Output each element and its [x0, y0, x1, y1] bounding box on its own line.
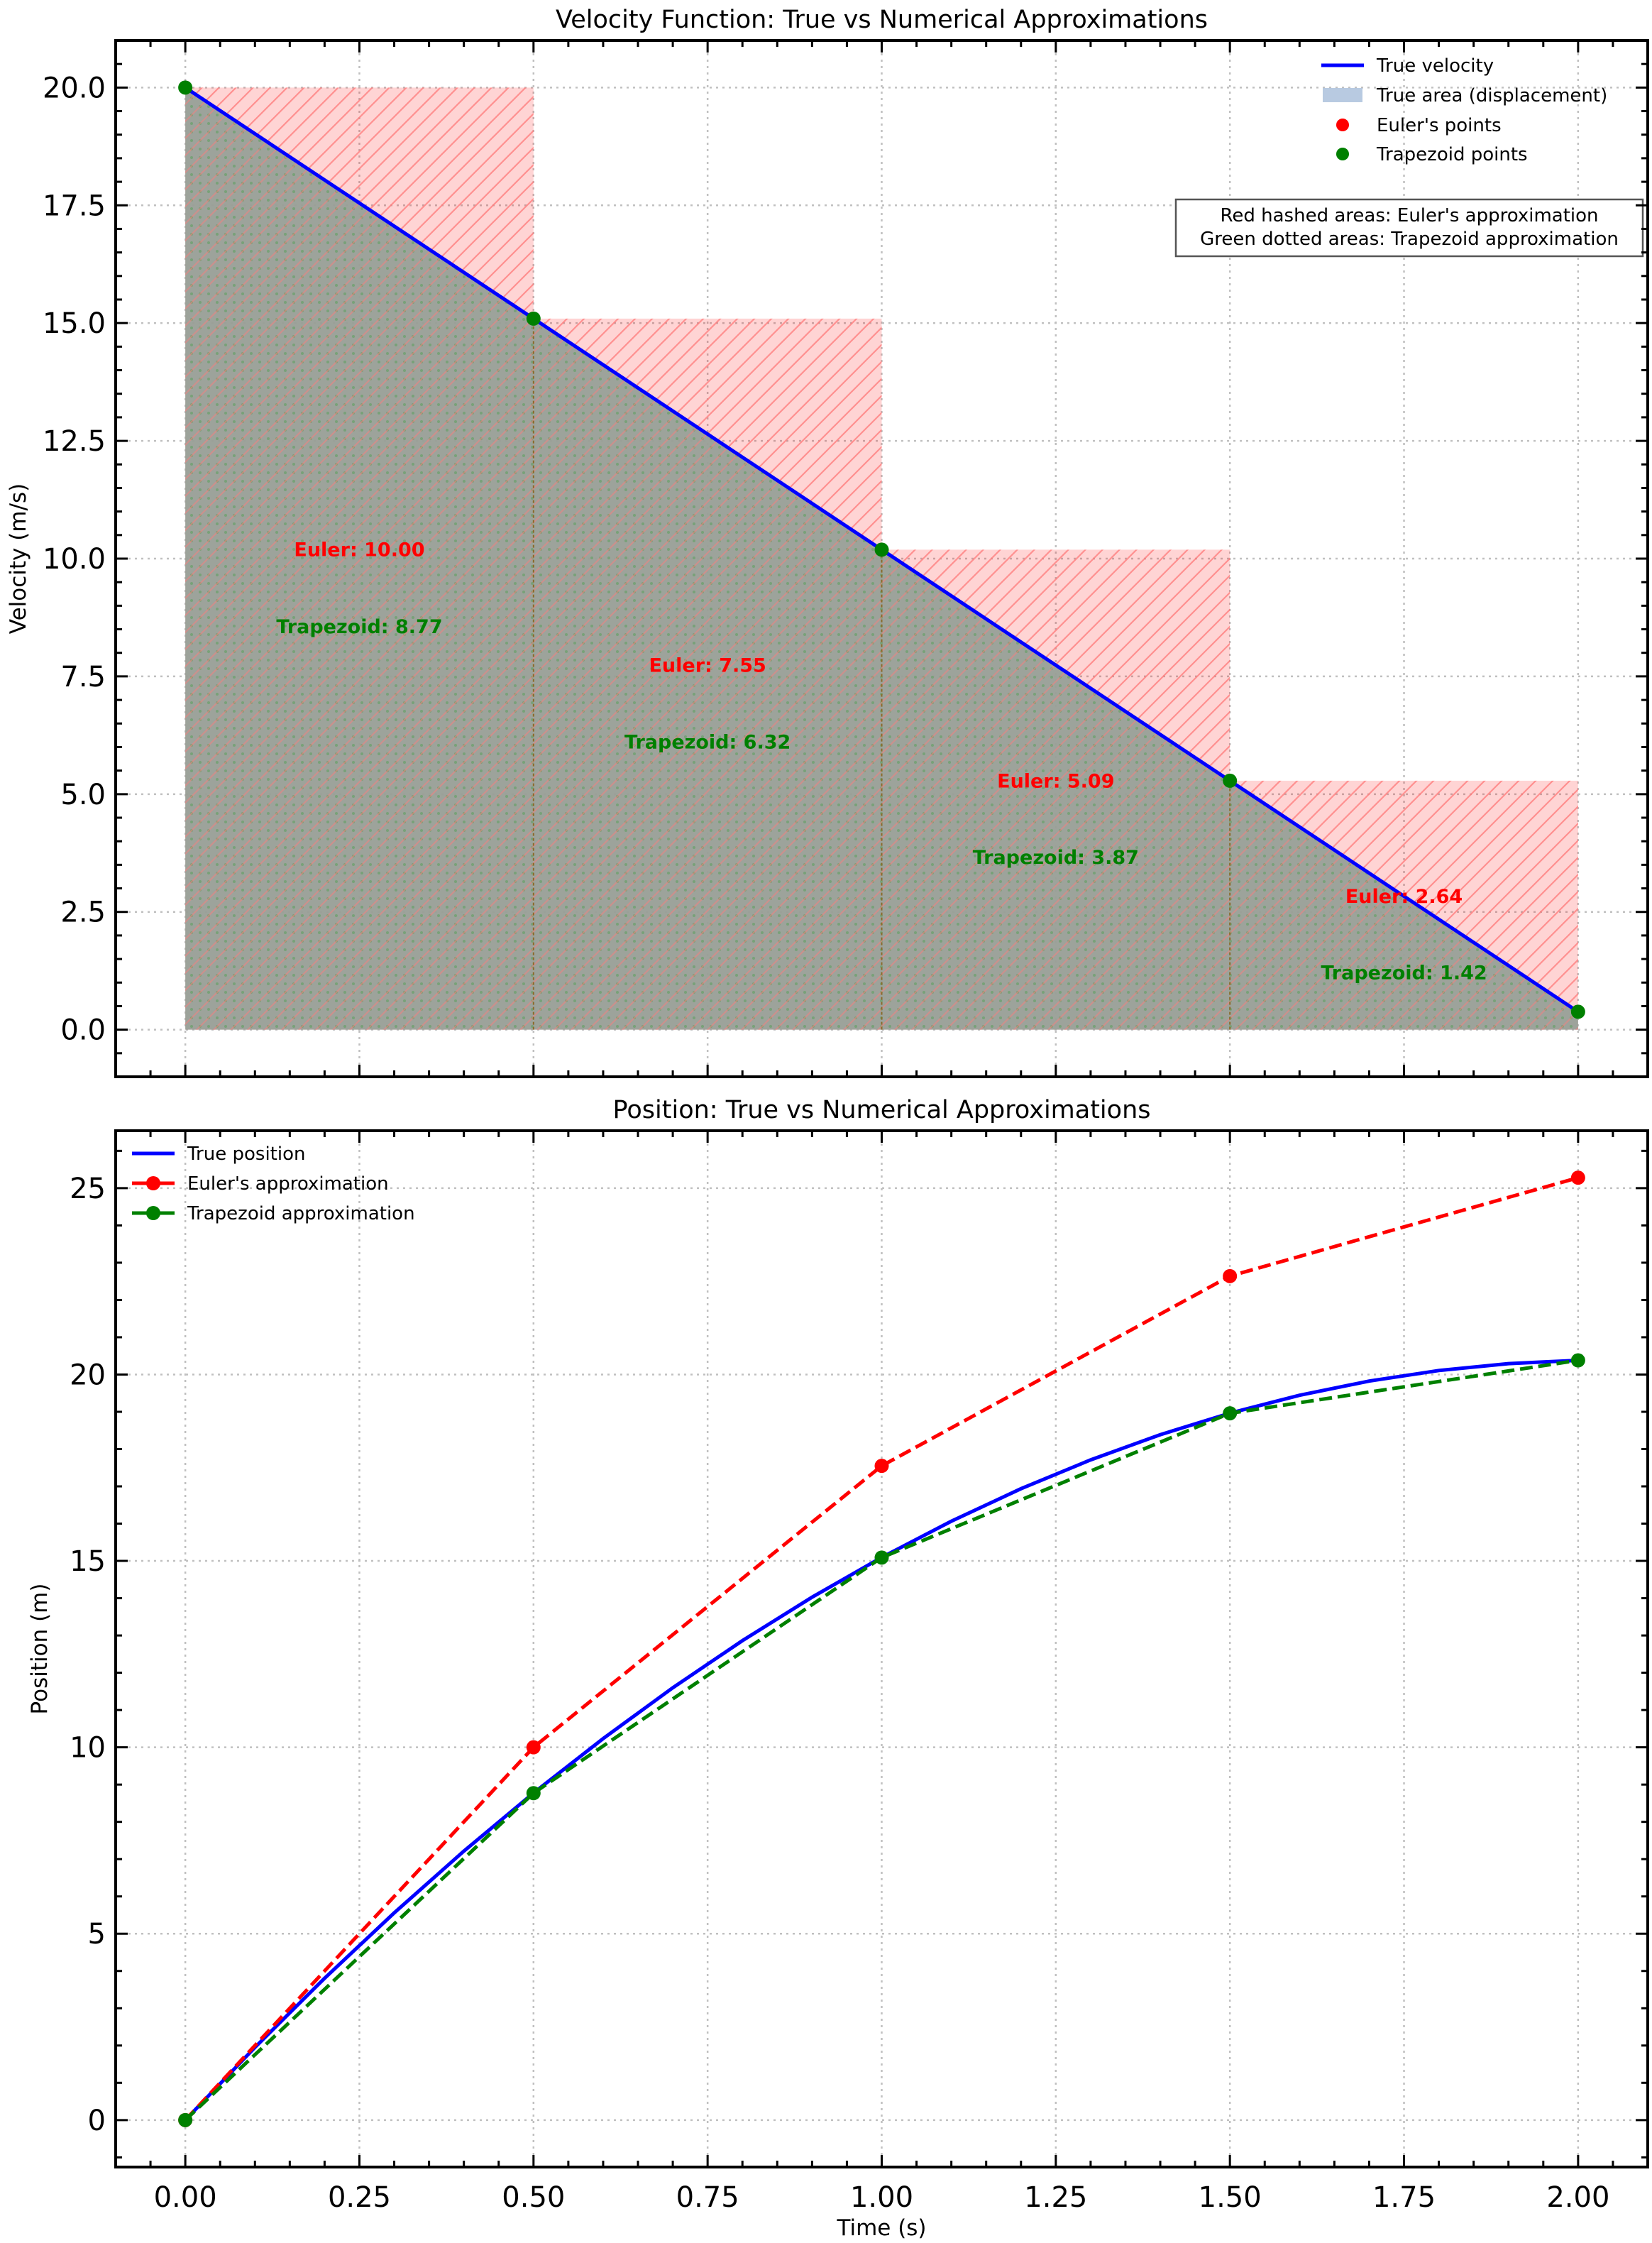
trapezoid-annotation: Trapezoid: 3.87: [973, 847, 1139, 869]
legend-marker-icon: [146, 1206, 160, 1220]
trapezoid-point: [1223, 773, 1238, 788]
y-tick-label: 0: [88, 2105, 106, 2137]
y-axis-label: Position (m): [27, 1584, 53, 1715]
y-tick-label: 12.5: [43, 425, 106, 458]
chart-title: Position: True vs Numerical Approximatio…: [613, 1096, 1151, 1124]
legend-label: True area (displacement): [1376, 85, 1607, 106]
x-tick-label: 2.00: [1546, 2181, 1609, 2214]
euler-position-line: [184, 1175, 1579, 2122]
legend-area-icon: [1323, 88, 1362, 102]
note-box: Red hashed areas: Euler's approximation G…: [1174, 198, 1644, 258]
euler-annotation: Euler: 7.55: [649, 654, 766, 676]
legend-label: Euler's points: [1377, 115, 1502, 136]
legend: True position Euler's approximation Trapez…: [132, 1144, 415, 1224]
legend-marker-icon: [1336, 148, 1349, 160]
trapezoid-position-point: [874, 1550, 889, 1565]
axes-frame: [114, 39, 1649, 1078]
legend-label: Trapezoid approximation: [187, 1203, 415, 1224]
y-tick-label: 5: [88, 1918, 106, 1951]
legend-marker-icon: [1336, 119, 1349, 131]
y-tick-label: 25: [70, 1173, 106, 1205]
y-axis-label: Velocity (m/s): [6, 483, 31, 634]
note-box-frame: [1174, 198, 1644, 258]
trapezoid-position-point: [1223, 1406, 1238, 1421]
x-tick-label: 0.00: [154, 2181, 217, 2214]
euler-annotation: Euler: 10.00: [294, 539, 424, 561]
x-tick-label: 1.50: [1199, 2181, 1262, 2214]
y-tick-label: 0.0: [60, 1014, 106, 1047]
euler-hatch-overlay: [1230, 780, 1578, 1030]
x-axis-label: Time (s): [836, 2215, 926, 2241]
legend-label: True position: [187, 1144, 305, 1165]
trapezoid-position-point: [526, 1786, 541, 1801]
legend-marker-icon: [146, 1176, 160, 1190]
note-line: Green dotted areas: Trapezoid approximat…: [1200, 229, 1619, 250]
euler-position-point: [526, 1740, 541, 1755]
note-line: Red hashed areas: Euler's approximation: [1220, 205, 1598, 226]
x-tick-label: 0.50: [502, 2181, 565, 2214]
trapezoid-point: [1570, 1004, 1585, 1019]
euler-annotation: Euler: 2.64: [1345, 886, 1463, 908]
euler-hatch-overlay: [185, 87, 534, 1030]
y-tick-label: 10: [70, 1732, 106, 1765]
euler-hatch-overlay: [533, 318, 882, 1030]
x-tick-label: 0.25: [328, 2181, 391, 2214]
trapezoid-annotation: Trapezoid: 1.42: [1321, 963, 1487, 985]
chart-title: Velocity Function: True vs Numerical App…: [556, 6, 1208, 34]
x-tick-label: 0.75: [676, 2181, 739, 2214]
y-tick-label: 10.0: [43, 543, 106, 576]
position-axes: True position Euler's approximation Trapez…: [27, 1096, 1649, 2241]
euler-hatch-overlay: [881, 549, 1230, 1030]
euler-position-point: [874, 1459, 889, 1474]
axes-frame: [114, 1129, 1649, 2168]
legend-label: True velocity: [1376, 55, 1494, 77]
y-tick-label: 15: [70, 1545, 106, 1578]
x-tick-label: 1.25: [1024, 2181, 1087, 2214]
euler-annotation: Euler: 5.09: [997, 771, 1114, 793]
y-tick-label: 15.0: [43, 307, 106, 340]
y-tick-label: 20.0: [43, 72, 106, 104]
trapezoid-annotation: Trapezoid: 6.32: [624, 731, 791, 753]
trapezoid-position-point: [178, 2112, 193, 2127]
x-tick-label: 1.00: [850, 2181, 913, 2214]
y-tick-label: 7.5: [60, 661, 106, 693]
y-tick-label: 2.5: [60, 896, 106, 929]
legend-label: Euler's approximation: [187, 1173, 389, 1195]
legend: True velocity True area (displacement) Eul…: [1321, 55, 1607, 165]
velocity-axes: Euler: 10.00 Trapezoid: 8.77 Euler: 7.55 Tr…: [6, 6, 1649, 1078]
trapezoid-annotation: Trapezoid: 8.77: [276, 616, 442, 638]
euler-position-point: [1570, 1170, 1585, 1185]
trapezoid-point: [526, 311, 541, 326]
x-tick-label: 1.75: [1372, 2181, 1436, 2214]
y-tick-label: 17.5: [43, 190, 106, 222]
trapezoid-point: [178, 80, 193, 95]
trapezoid-point: [874, 542, 889, 557]
legend-label: Trapezoid points: [1376, 144, 1528, 165]
euler-position-point: [1223, 1268, 1238, 1283]
y-tick-label: 5.0: [60, 779, 106, 811]
y-tick-label: 20: [70, 1359, 106, 1391]
trapezoid-position-point: [1570, 1353, 1585, 1368]
